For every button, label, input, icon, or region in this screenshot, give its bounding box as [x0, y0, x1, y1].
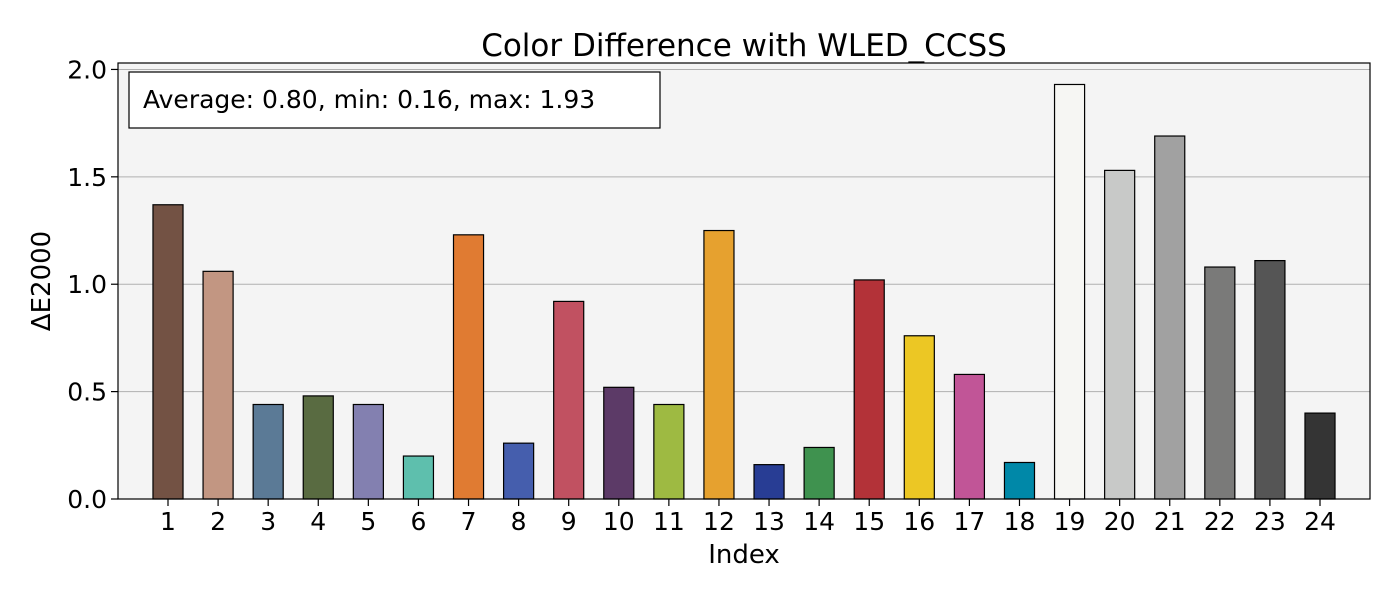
y-tick-label: 2.0 [67, 55, 107, 84]
bar-3 [252, 403, 284, 500]
y-tick-label: 1.0 [67, 270, 107, 299]
x-axis-label: Index [708, 540, 780, 570]
bar-22 [1204, 266, 1236, 500]
x-tick-label: 19 [1054, 507, 1086, 536]
bar-12 [703, 229, 735, 500]
bar-10 [603, 386, 635, 500]
x-tick-label: 22 [1204, 507, 1236, 536]
x-tick-label: 23 [1254, 507, 1286, 536]
x-tick-label: 6 [410, 507, 426, 536]
bar-2 [202, 270, 234, 500]
bar-18 [1003, 461, 1036, 500]
bar-24 [1304, 412, 1336, 500]
x-tick-label: 24 [1304, 507, 1336, 536]
y-tick-label: 0.5 [67, 378, 107, 407]
x-tick-label: 8 [511, 507, 527, 536]
x-tick-label: 3 [260, 507, 276, 536]
bar-5 [352, 403, 384, 500]
x-tick-label: 9 [561, 507, 577, 536]
y-tick-label: 1.5 [67, 163, 107, 192]
bar-11 [653, 403, 685, 500]
x-tick-label: 7 [461, 507, 477, 536]
bar-4 [302, 395, 334, 500]
x-tick-label: 10 [603, 507, 635, 536]
x-axis-ticks: 1 2 3 4 5 6 7 8 9 10 11 12 13 14 15 16 17 18 19 20 21 22 23 24 [160, 499, 1336, 536]
bar-14 [803, 446, 835, 500]
x-tick-label: 11 [653, 507, 685, 536]
y-axis-label: ΔE2000 [27, 231, 57, 331]
bar-20 [1104, 169, 1136, 500]
x-tick-label: 15 [853, 507, 885, 536]
x-tick-label: 2 [210, 507, 226, 536]
bar-1 [152, 204, 184, 500]
bar-15 [853, 279, 885, 500]
bar-8 [502, 442, 535, 500]
x-tick-label: 13 [753, 507, 785, 536]
annotation-box: Average: 0.80, min: 0.16, max: 1.93 [128, 71, 661, 129]
plot-frame [117, 62, 1371, 500]
x-tick-label: 17 [953, 507, 985, 536]
annotation-text: Average: 0.80, min: 0.16, max: 1.93 [143, 85, 595, 114]
chart-title: Color Difference with WLED_CCSS [481, 28, 1007, 64]
bar-19 [1053, 83, 1086, 500]
x-tick-label: 16 [903, 507, 935, 536]
bar-7 [452, 234, 485, 500]
x-tick-label: 18 [1004, 507, 1036, 536]
x-tick-label: 5 [360, 507, 376, 536]
x-tick-label: 14 [803, 507, 835, 536]
bars [152, 83, 1336, 500]
bar-23 [1254, 259, 1286, 500]
x-tick-label: 20 [1104, 507, 1136, 536]
bar-6 [402, 455, 435, 500]
x-tick-label: 12 [703, 507, 735, 536]
bar-17 [953, 373, 986, 500]
y-tick-label: 0.0 [67, 485, 107, 514]
x-tick-label: 4 [310, 507, 326, 536]
y-axis-ticks: 0.0 0.5 1.0 1.5 2.0 [67, 55, 118, 514]
bar-13 [753, 464, 785, 500]
x-tick-label: 21 [1154, 507, 1186, 536]
bar-9 [553, 300, 585, 500]
bar-21 [1154, 135, 1186, 500]
bar-16 [903, 335, 935, 500]
x-tick-label: 1 [160, 507, 176, 536]
